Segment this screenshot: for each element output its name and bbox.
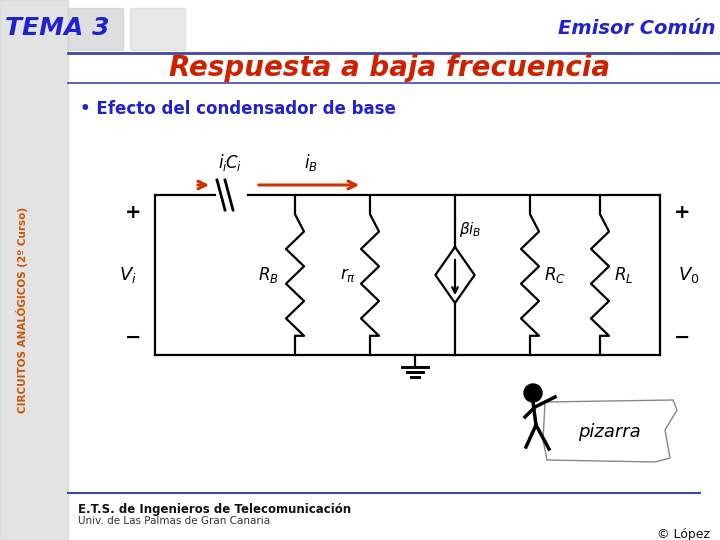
Text: pizarra: pizarra: [577, 423, 640, 441]
Text: $i_B$: $i_B$: [304, 152, 318, 173]
Polygon shape: [543, 400, 677, 462]
Text: −: −: [674, 328, 690, 347]
Text: $C_i$: $C_i$: [225, 153, 242, 173]
Text: $R_L$: $R_L$: [614, 265, 634, 285]
Text: +: +: [125, 203, 141, 222]
Text: $\beta i_B$: $\beta i_B$: [459, 220, 482, 239]
Text: CIRCUITOS ANALÓGICOS (2º Curso): CIRCUITOS ANALÓGICOS (2º Curso): [16, 207, 28, 413]
Bar: [68, 8, 123, 50]
Text: • Efecto del condensador de base: • Efecto del condensador de base: [80, 100, 396, 118]
Text: Univ. de Las Palmas de Gran Canaria: Univ. de Las Palmas de Gran Canaria: [78, 516, 270, 526]
Text: E.T.S. de Ingenieros de Telecomunicación: E.T.S. de Ingenieros de Telecomunicación: [78, 503, 351, 516]
Text: $R_B$: $R_B$: [258, 265, 279, 285]
Text: TEMA 3: TEMA 3: [5, 16, 109, 40]
Text: $R_C$: $R_C$: [544, 265, 566, 285]
Text: $V_i$: $V_i$: [120, 265, 137, 285]
Text: $i_i$: $i_i$: [218, 152, 228, 173]
Circle shape: [524, 384, 542, 402]
Bar: [0, 0, 68, 540]
Bar: [130, 8, 185, 50]
Text: $r_{\pi}$: $r_{\pi}$: [340, 266, 356, 284]
Text: Respuesta a baja frecuencia: Respuesta a baja frecuencia: [169, 54, 611, 82]
Text: +: +: [674, 203, 690, 222]
Text: © López: © López: [657, 528, 710, 540]
Text: −: −: [125, 328, 141, 347]
Text: Emisor Común: Emisor Común: [557, 18, 715, 37]
Text: $V_0$: $V_0$: [678, 265, 700, 285]
